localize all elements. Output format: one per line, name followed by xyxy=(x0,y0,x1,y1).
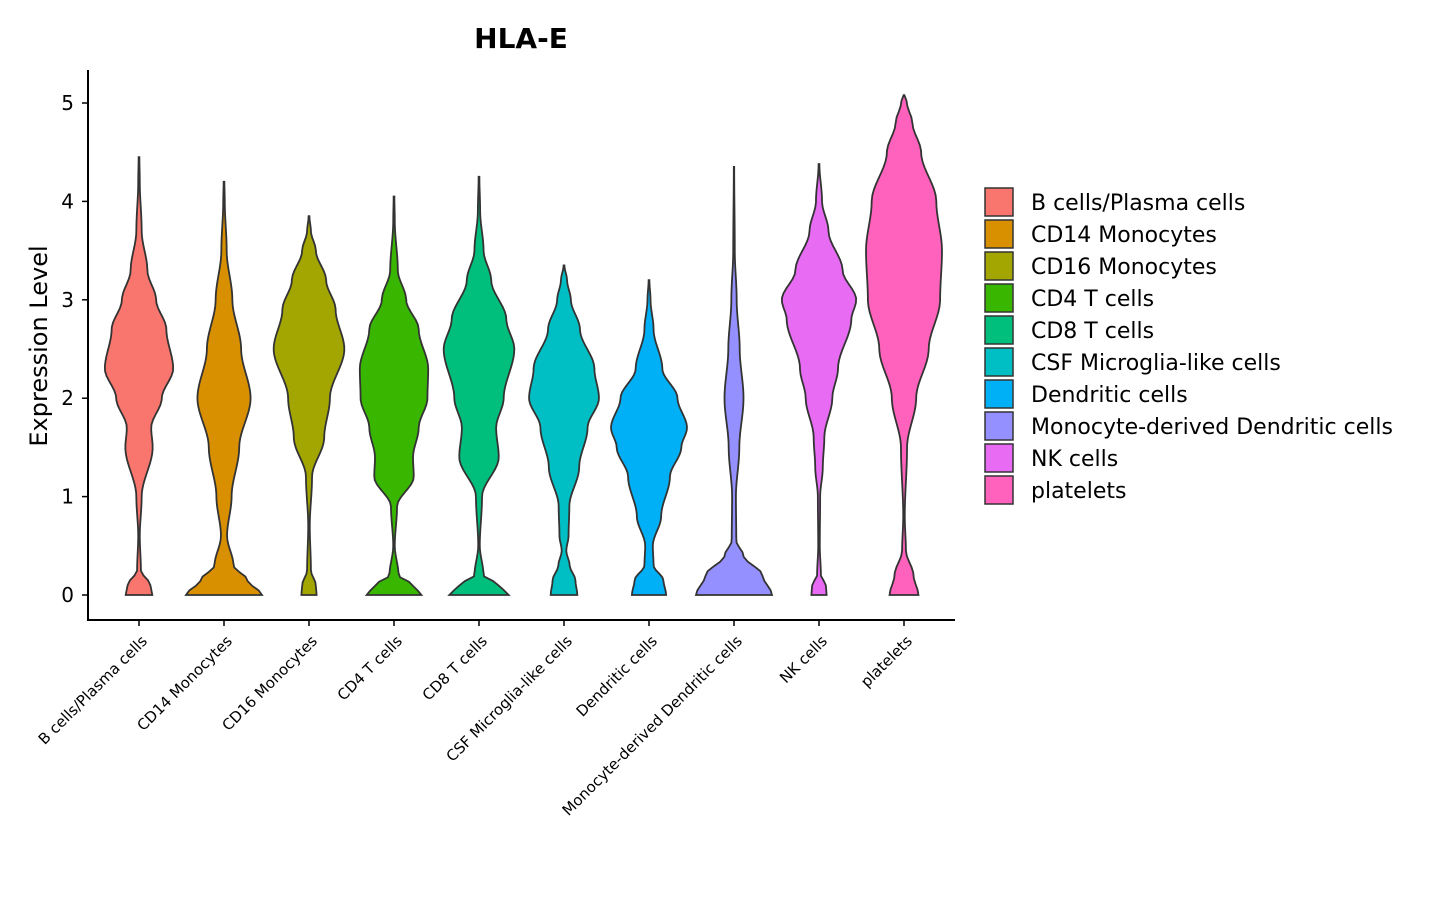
y-tick-label: 1 xyxy=(61,485,74,509)
x-tick-label: NK cells xyxy=(776,632,831,687)
violin-10 xyxy=(865,94,943,596)
violin-5 xyxy=(442,175,516,596)
y-axis-ticks: 0 1 2 3 4 5 xyxy=(61,91,88,607)
y-tick-label: 3 xyxy=(61,288,74,312)
y-axis-label: Expression Level xyxy=(25,245,53,446)
legend-label: NK cells xyxy=(1031,447,1118,472)
y-tick-label: 4 xyxy=(61,189,74,213)
legend-key xyxy=(984,411,1014,441)
violin-7 xyxy=(610,279,688,596)
legend-key xyxy=(984,219,1014,249)
legend-label: B cells/Plasma cells xyxy=(1031,191,1245,216)
y-tick-label: 2 xyxy=(61,386,74,410)
violin-1 xyxy=(103,156,175,596)
legend-label: CD16 Monocytes xyxy=(1031,255,1217,280)
legend-label: Dendritic cells xyxy=(1031,383,1188,408)
x-tick-label: B cells/Plasma cells xyxy=(35,632,151,748)
legend-label: CD4 T cells xyxy=(1031,287,1154,312)
legend-key xyxy=(984,251,1014,281)
legend-key xyxy=(984,283,1014,313)
legend-key xyxy=(984,347,1014,377)
legend-key xyxy=(984,187,1014,217)
legend-key xyxy=(984,443,1014,473)
violin-6 xyxy=(528,264,600,596)
violin-8 xyxy=(694,166,774,596)
legend-key xyxy=(984,315,1014,345)
legend-key xyxy=(984,379,1014,409)
legend: B cells/Plasma cells CD14 Monocytes CD16 M… xyxy=(984,187,1393,505)
x-tick-label: Monocyte-derived Dendritic cells xyxy=(559,632,746,819)
legend-label: CSF Microglia-like cells xyxy=(1031,351,1281,376)
x-tick-label: CD16 Monocytes xyxy=(218,632,320,734)
x-tick-label: platelets xyxy=(857,632,916,691)
axes xyxy=(87,70,955,621)
violin-2 xyxy=(184,180,264,596)
legend-label: CD8 T cells xyxy=(1031,319,1154,344)
violin-3 xyxy=(272,215,346,596)
legend-label: platelets xyxy=(1031,479,1126,504)
violin-4 xyxy=(358,195,430,596)
violin-9 xyxy=(780,163,858,596)
y-tick-label: 0 xyxy=(61,583,74,607)
violin-group xyxy=(103,94,943,596)
x-tick-label: Dendritic cells xyxy=(573,632,661,720)
y-tick-label: 5 xyxy=(61,91,74,115)
x-tick-label: CD8 T cells xyxy=(419,632,491,704)
chart-title: HLA-E xyxy=(474,22,568,55)
legend-label: Monocyte-derived Dendritic cells xyxy=(1031,415,1393,440)
x-tick-label: CD4 T cells xyxy=(334,632,406,704)
legend-label: CD14 Monocytes xyxy=(1031,223,1217,248)
legend-key xyxy=(984,475,1014,505)
